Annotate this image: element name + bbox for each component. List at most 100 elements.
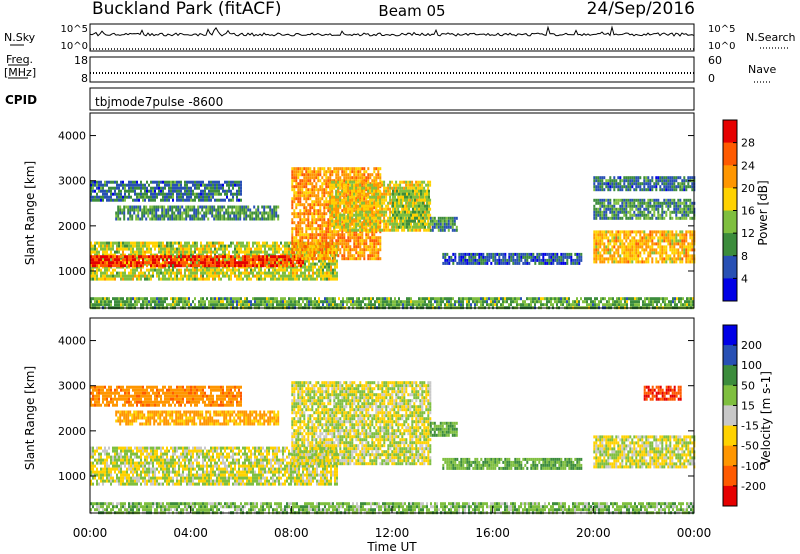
range-cell [369,242,372,246]
range-cell [431,228,434,232]
range-cell [303,197,306,201]
range-cell [295,236,298,240]
range-cell [406,222,408,226]
range-cell [402,222,404,226]
range-cell [170,268,172,272]
range-cell [94,244,96,248]
range-cell [272,277,274,281]
range-cell [336,274,338,278]
range-cell [498,261,501,265]
range-cell [172,268,174,272]
range-cell [196,277,198,281]
range-cell [137,211,140,215]
range-cell [136,250,138,254]
range-cell [325,251,328,255]
range-cell [210,253,212,257]
range-cell [341,230,344,234]
range-cell [357,228,360,232]
range-cell [398,201,400,205]
range-cell [391,180,394,184]
range-cell [316,247,318,251]
range-cell [447,225,450,229]
range-cell [343,233,346,237]
range-cell [426,201,428,205]
range-cell [244,261,246,265]
range-cell [258,271,260,275]
range-cell [307,209,310,213]
range-cell [574,261,577,265]
range-cell [146,261,148,265]
range-cell [411,183,414,187]
range-cell [373,257,376,261]
range-cell [114,250,116,254]
range-cell [110,274,112,278]
range-cell [188,186,190,190]
range-cell [530,252,533,256]
range-cell [268,274,270,278]
range-cell [270,264,272,268]
range-cell [387,219,390,223]
range-cell [464,252,467,256]
range-cell [172,256,174,260]
range-cell [278,255,280,259]
range-cell [160,253,162,257]
range-cell [128,274,130,278]
range-cell [371,225,374,229]
range-cell [278,264,280,268]
range-cell [108,268,110,272]
range-cell [373,189,376,193]
range-cell [154,261,156,265]
range-cell [381,210,384,214]
range-cell [607,248,610,252]
range-cell [365,242,368,246]
range-cell [220,183,222,187]
range-cell [301,173,304,177]
range-cell [414,195,416,199]
range-cell [94,180,96,184]
range-cell [369,248,372,252]
range-cell [369,222,372,226]
range-cell [136,259,138,263]
range-cell [226,271,228,275]
range-cell [123,205,126,209]
range-cell [188,258,190,262]
range-cell [304,265,306,269]
range-cell [180,192,182,196]
range-cell [339,180,342,184]
range-cell [264,244,266,248]
range-cell [528,261,531,265]
range-cell [562,261,565,265]
range-cell [369,228,372,232]
range-cell [379,173,382,177]
range-cell [414,216,416,220]
range-cell [321,254,324,258]
range-cell [284,258,286,262]
range-cell [496,252,499,256]
range-cell [176,250,178,254]
range-cell [329,251,332,255]
range-cell [337,180,340,184]
range-cell [377,236,380,240]
range-cell [291,212,294,216]
range-cell [404,204,406,208]
range-cell [313,173,316,177]
range-cell [284,247,286,251]
range-cell [186,268,188,272]
range-cell [220,247,222,251]
range-cell [188,277,190,281]
range-cell [331,251,334,255]
range-cell [114,258,116,262]
range-cell [412,216,414,220]
range-cell [351,183,354,187]
range-cell [508,258,511,262]
range-cell [154,192,156,196]
range-cell [156,264,158,268]
range-cell [327,203,330,207]
nsky-label: N.Sky [4,31,36,44]
range-cell [98,255,100,259]
range-cell [448,255,451,259]
range-cell [312,277,314,281]
range-cell [208,241,210,245]
range-cell [407,180,410,184]
range-cell [595,248,598,252]
